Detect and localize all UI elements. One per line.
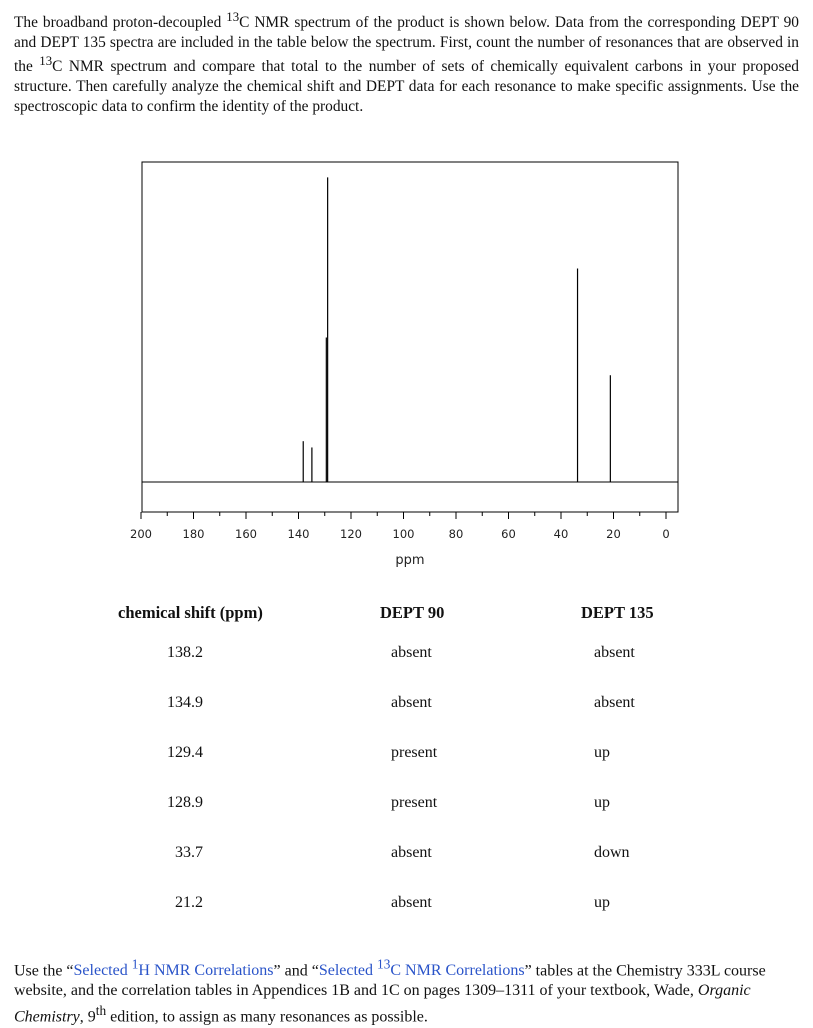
header-dept-135: DEPT 135 [581, 603, 654, 622]
isotope-superscript-2: 13 [39, 54, 53, 69]
header-chemical-shift: chemical shift (ppm) [118, 603, 263, 622]
dept90-cell: absent [391, 694, 432, 711]
h-nmr-correlations-link[interactable]: Selected 1H NMR Correlations [73, 957, 274, 980]
shift-cell: 33.7 [175, 844, 203, 861]
dept90-cell: present [391, 794, 438, 811]
dept90-cell: absent [391, 844, 432, 861]
shift-cell: 21.2 [175, 894, 203, 911]
x-tick-label: 40 [554, 527, 569, 541]
intro-text-2: C NMR spectrum of the product is shown b… [14, 14, 800, 76]
intro-text-1: The broadband proton-decoupled [14, 14, 227, 32]
x-tick-label: 80 [449, 527, 464, 541]
c-nmr-correlations-link[interactable]: Selected 13C NMR Correlations [318, 957, 525, 980]
dept90-cell: absent [391, 894, 432, 911]
shift-cell: 128.9 [167, 794, 203, 811]
x-tick-label: 20 [606, 527, 621, 541]
shift-cell: 129.4 [167, 744, 203, 761]
x-tick-label: 60 [501, 527, 516, 541]
dept90-cell: absent [391, 644, 432, 661]
isotope-superscript: 13 [226, 10, 240, 24]
nmr-spectrum-chart: 200 180 160 140 120 100 80 60 40 20 0 ppm [130, 161, 679, 568]
shift-cell: 138.2 [167, 644, 203, 661]
dept135-cell: up [594, 794, 610, 811]
x-tick-label: 0 [662, 527, 669, 541]
shift-cell: 134.9 [167, 694, 203, 711]
dept135-cell: up [594, 744, 610, 761]
dept90-cell: present [391, 744, 438, 761]
header-dept-90: DEPT 90 [380, 603, 445, 622]
dept135-cell: absent [594, 694, 635, 711]
dept135-cell: up [594, 894, 610, 911]
intro-text-3: C NMR spectrum and compare that total to… [14, 58, 799, 115]
x-tick-label: 180 [183, 527, 205, 541]
x-axis-label: ppm [395, 553, 424, 568]
x-tick-label: 100 [393, 527, 415, 541]
intro-paragraph: The broadband proton-decoupled 13C NMR s… [14, 8, 799, 116]
footer-paragraph: Use the “Selected 1H NMR Correlations” a… [14, 957, 766, 1026]
x-tick-label: 160 [235, 527, 257, 541]
dept135-cell: down [594, 844, 630, 861]
dept135-cell: absent [594, 644, 635, 661]
textbook-title: Organic Chemistry [14, 982, 751, 1026]
x-tick-label: 120 [340, 527, 362, 541]
x-tick-label: 200 [130, 527, 152, 541]
x-tick-label: 140 [288, 527, 310, 541]
plot-frame [141, 161, 679, 513]
